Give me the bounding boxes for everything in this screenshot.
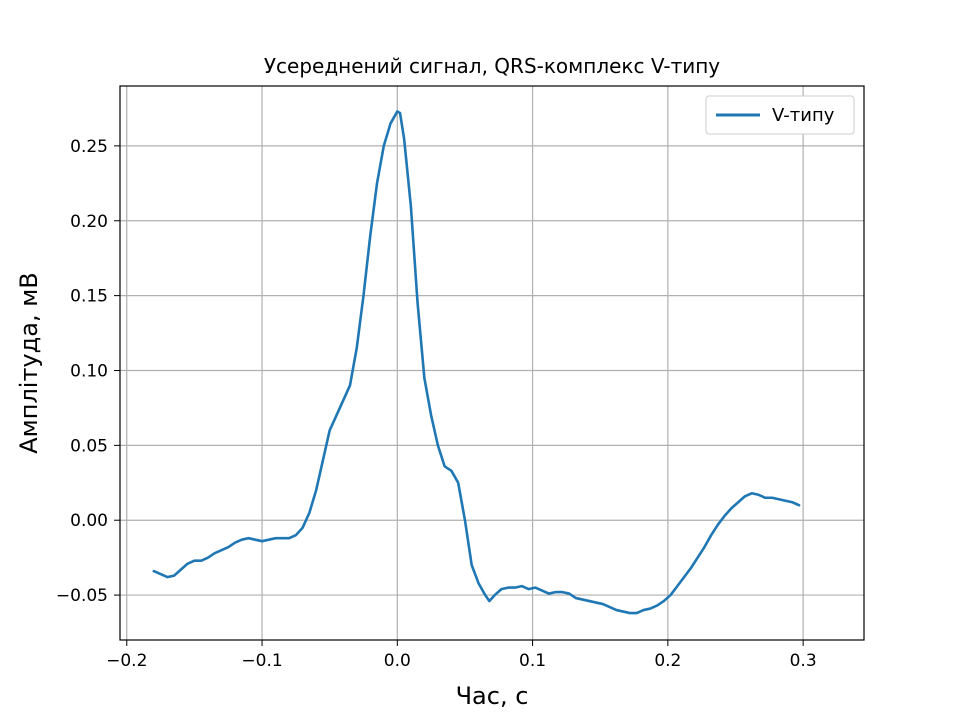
x-tick-label: 0.3 (790, 651, 817, 671)
y-tick-label: 0.15 (70, 287, 108, 307)
chart-title: Усереднений сигнал, QRS-комплекс V-типу (264, 54, 720, 78)
legend-label: V-типу (772, 105, 835, 126)
plot-frame (119, 85, 865, 641)
y-tick-label: 0.05 (70, 436, 108, 456)
y-tick-label: −0.05 (56, 586, 108, 606)
grid (120, 86, 864, 640)
y-axis-label: Амплітуда, мВ (15, 272, 43, 454)
x-tick-label: −0.1 (241, 651, 282, 671)
x-tick-label: 0.2 (654, 651, 681, 671)
legend: V-типу (705, 95, 855, 135)
series-line (152, 110, 801, 615)
series-layer (152, 110, 801, 615)
y-tick-label: 0.00 (70, 511, 108, 531)
y-tick-label: 0.25 (70, 137, 108, 157)
y-tick-label: 0.10 (70, 361, 108, 381)
x-tick-label: −0.2 (106, 651, 147, 671)
x-tick-label: 0.0 (384, 651, 411, 671)
ticks: −0.2 −0.1 0.0 0.1 0.2 0.3 −0.05 0.00 0.05 0.10 0.1… (56, 137, 817, 671)
x-tick-label: 0.1 (519, 651, 546, 671)
y-tick-label: 0.20 (70, 212, 108, 232)
legend-box (705, 95, 855, 135)
x-axis-label: Час, с (456, 682, 529, 710)
